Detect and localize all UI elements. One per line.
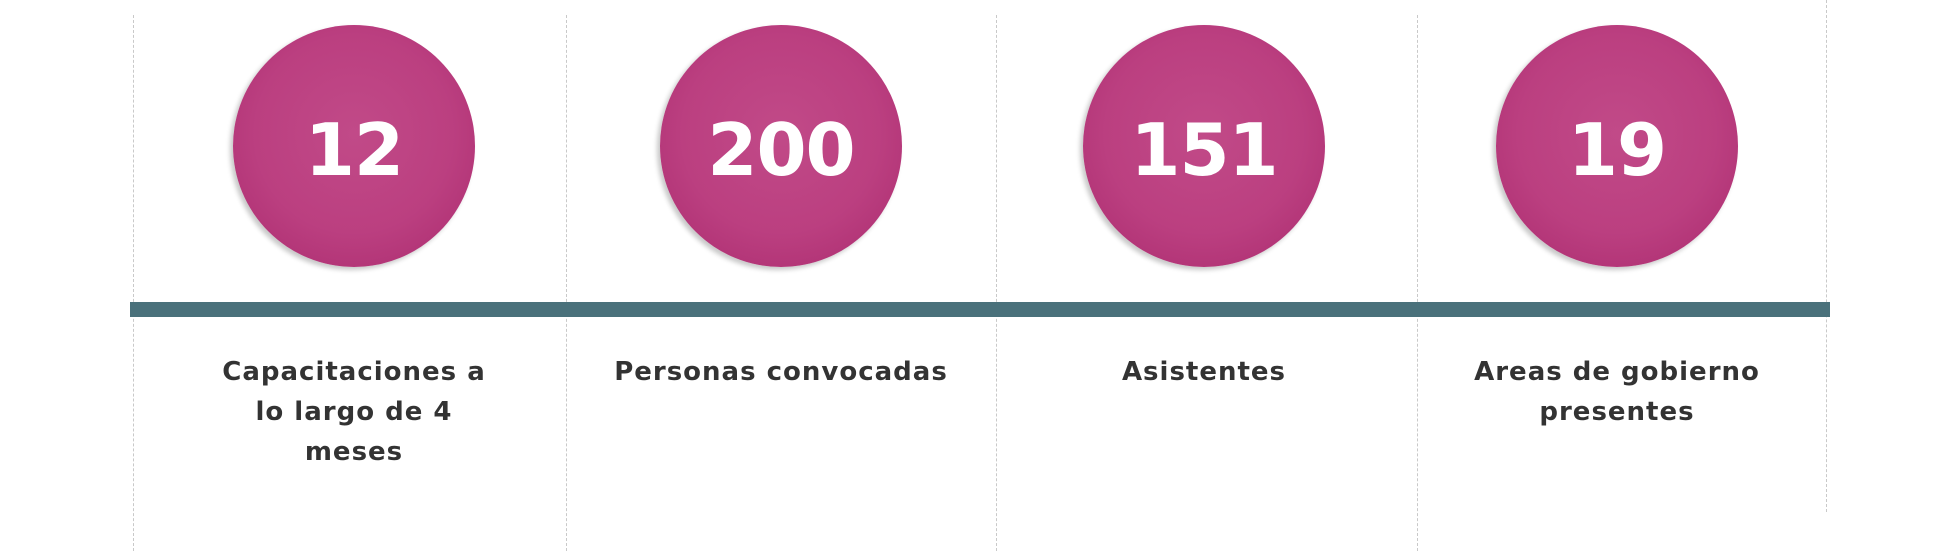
column-divider (566, 15, 567, 551)
stat-circle: 151 (1083, 25, 1325, 267)
column-divider (1826, 0, 1827, 512)
timeline-bar (130, 302, 1830, 317)
stat-personas-convocadas: 200 Personas convocadas (571, 0, 991, 551)
stat-label: Personas convocadas (614, 357, 948, 387)
stat-circle: 12 (233, 25, 475, 267)
stat-circle: 200 (660, 25, 902, 267)
stat-capacitaciones: 12 Capacitaciones a lo largo de 4 meses (144, 0, 564, 551)
column-divider (1417, 15, 1418, 551)
stat-label: Areas de gobierno presentes (1474, 357, 1760, 427)
stat-value: 200 (707, 108, 855, 192)
stat-areas-gobierno: 19 Areas de gobierno presentes (1407, 0, 1827, 551)
stat-value: 151 (1130, 108, 1278, 192)
column-divider (996, 15, 997, 551)
stat-value: 19 (1567, 108, 1667, 192)
stat-asistentes: 151 Asistentes (994, 0, 1414, 551)
stat-circle: 19 (1496, 25, 1738, 267)
stat-value: 12 (304, 108, 404, 192)
stat-label: Asistentes (1121, 357, 1287, 387)
column-divider (133, 15, 134, 551)
stat-label: Capacitaciones a lo largo de 4 meses (222, 357, 486, 467)
